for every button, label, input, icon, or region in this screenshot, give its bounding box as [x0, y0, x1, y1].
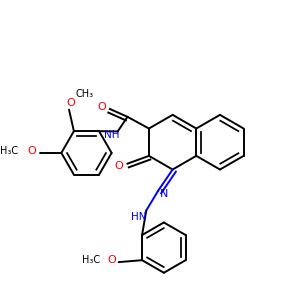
Text: O: O	[67, 98, 75, 108]
Text: H₃C: H₃C	[82, 255, 100, 265]
Text: NH: NH	[104, 130, 120, 140]
Text: O: O	[107, 255, 116, 265]
Text: O: O	[28, 146, 36, 156]
Text: H₃C: H₃C	[0, 146, 18, 156]
Text: O: O	[98, 102, 106, 112]
Text: CH₃: CH₃	[76, 89, 94, 99]
Text: O: O	[114, 160, 123, 171]
Text: HN: HN	[131, 212, 146, 222]
Text: N: N	[160, 189, 168, 199]
